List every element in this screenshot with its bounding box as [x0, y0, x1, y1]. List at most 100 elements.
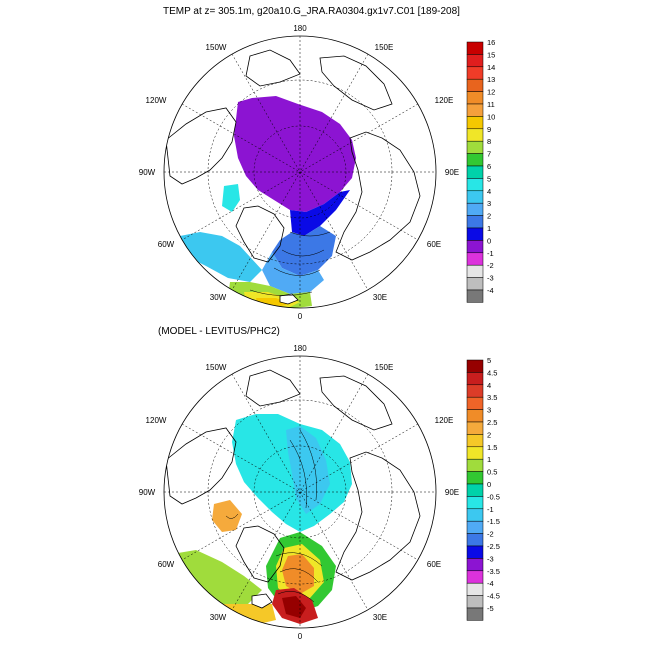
bottom-baffin-field	[212, 500, 242, 532]
bottom-colorbar-swatch	[466, 458, 484, 472]
bottom-colorbar-label: 3.5	[487, 393, 497, 402]
top-colorbar-swatch	[466, 54, 484, 68]
top-lon-label-150e: 150E	[375, 43, 394, 52]
bottom-colorbar-label: -3.5	[487, 567, 500, 576]
top-nordic-seas-field	[272, 226, 336, 276]
bottom-colorbar-swatch	[466, 558, 484, 572]
top-lon-label-60e: 60E	[427, 240, 441, 249]
top-colorbar-label: 12	[487, 88, 495, 97]
top-colorbar-label: 5	[487, 174, 491, 183]
bottom-lon-label-180: 180	[293, 344, 307, 353]
bottom-colorbar-label: 0	[487, 480, 491, 489]
top-colorbar-swatch	[466, 240, 484, 254]
bottom-nordic-hot-field	[282, 554, 314, 594]
bottom-colorbar-label: 1	[487, 455, 491, 464]
bottom-map-border	[163, 355, 437, 629]
top-lon-label-60w: 60W	[158, 240, 175, 249]
top-lon-label-30e: 30E	[373, 293, 387, 302]
bottom-colorbar-swatch	[466, 471, 484, 485]
top-colorbar-label: 13	[487, 75, 495, 84]
bottom-colorbar-swatch	[466, 508, 484, 522]
top-colorbar-swatch	[466, 190, 484, 204]
top-colorbar-label: -3	[487, 274, 494, 283]
top-colorbar-label: 9	[487, 125, 491, 134]
top-colorbar-label: 0	[487, 236, 491, 245]
bottom-panel-title: (MODEL - LEVITUS/PHC2)	[158, 326, 280, 337]
top-colorbar-swatch	[466, 66, 484, 80]
bottom-colorbar-label: -3	[487, 554, 494, 563]
bottom-colorbar-swatch	[466, 421, 484, 435]
bottom-colorbar-swatch	[466, 359, 484, 373]
top-colorbar-swatch	[466, 78, 484, 92]
top-lon-label-30w: 30W	[210, 293, 227, 302]
bottom-colorbar-swatch	[466, 582, 484, 596]
top-colorbar-swatch	[466, 215, 484, 229]
bottom-colorbar-label: -1.5	[487, 517, 500, 526]
top-eurasia-coast	[335, 131, 421, 261]
bottom-colorbar-label: 4.5	[487, 368, 497, 377]
top-colorbar-swatch	[466, 140, 484, 154]
top-colorbar-label: 2	[487, 212, 491, 221]
bottom-siberia-coast	[319, 375, 393, 431]
bottom-colorbar-label: 3	[487, 406, 491, 415]
bottom-colorbar-label: 2	[487, 430, 491, 439]
top-colorbar-swatch	[466, 289, 484, 303]
bottom-lon-label-0: 0	[298, 632, 303, 641]
bottom-colorbar-label: 2.5	[487, 418, 497, 427]
bottom-lon-label-150w: 150W	[206, 363, 227, 372]
top-colorbar-label: 3	[487, 199, 491, 208]
top-colorbar-label: 14	[487, 63, 495, 72]
top-colorbar-label: 11	[487, 100, 495, 109]
top-contours	[249, 231, 331, 296]
bottom-lon-label-30w: 30W	[210, 613, 227, 622]
bottom-north-america-coast	[165, 427, 237, 505]
top-colorbar-label: 10	[487, 112, 495, 121]
bottom-colorbar-label: 0.5	[487, 468, 497, 477]
bottom-colorbar: 5 4.5 4 3.5 3 2.5 2 1.5 1 0.5 0 -0.5 -1 -1.5 -2 -2.5 -3 -…	[466, 356, 500, 621]
top-colorbar-label: 8	[487, 137, 491, 146]
top-lon-label-180: 180	[293, 24, 307, 33]
bottom-colorbar-label: 1.5	[487, 443, 497, 452]
bottom-colorbar-swatch	[466, 396, 484, 410]
bottom-colorbar-swatch	[466, 409, 484, 423]
top-map: 180 0 150W 150E 120W 120E 90W 90E 60W 60…	[139, 24, 459, 321]
top-greenland-coast	[235, 205, 285, 263]
bottom-alaska-coast	[245, 369, 301, 407]
top-colorbar-swatch	[466, 103, 484, 117]
top-alaska-coast	[245, 49, 301, 87]
bottom-colorbar-label: -5	[487, 604, 494, 613]
bottom-lon-label-120w: 120W	[146, 416, 167, 425]
bottom-eurasia-coast	[335, 451, 421, 581]
top-lon-label-90e: 90E	[445, 168, 459, 177]
top-colorbar-label: 1	[487, 224, 491, 233]
bottom-lon-label-90e: 90E	[445, 488, 459, 497]
top-colorbar-label: 7	[487, 150, 491, 159]
bottom-colorbar-label: 4	[487, 381, 491, 390]
top-colorbar-swatch	[466, 227, 484, 241]
bottom-map: 180 0 150W 150E 120W 120E 90W 90E 60W 60…	[139, 344, 459, 641]
top-lon-label-150w: 150W	[206, 43, 227, 52]
top-baffin-field	[222, 184, 240, 212]
bottom-colorbar-label: 5	[487, 356, 491, 365]
top-colorbar-label: 4	[487, 187, 491, 196]
bottom-lon-label-90w: 90W	[139, 488, 156, 497]
bottom-lon-label-60e: 60E	[427, 560, 441, 569]
bottom-colorbar-label: -0.5	[487, 492, 500, 501]
bottom-colorbar-swatch	[466, 372, 484, 386]
bottom-greenland-coast	[235, 525, 285, 583]
bottom-lon-label-60w: 60W	[158, 560, 175, 569]
bottom-colorbar-label: -2	[487, 530, 494, 539]
bottom-colorbar-swatch	[466, 533, 484, 547]
top-colorbar-swatch	[466, 116, 484, 130]
top-colorbar-label: -4	[487, 286, 494, 295]
top-lon-label-90w: 90W	[139, 168, 156, 177]
top-north-america-coast	[165, 107, 237, 185]
top-colorbar-swatch	[466, 178, 484, 192]
top-lon-label-120e: 120E	[435, 96, 454, 105]
bottom-lon-label-120e: 120E	[435, 416, 454, 425]
top-colorbar-swatch	[466, 165, 484, 179]
bottom-lon-label-30e: 30E	[373, 613, 387, 622]
top-colorbar-swatch	[466, 153, 484, 167]
bottom-colorbar-swatch	[466, 607, 484, 621]
